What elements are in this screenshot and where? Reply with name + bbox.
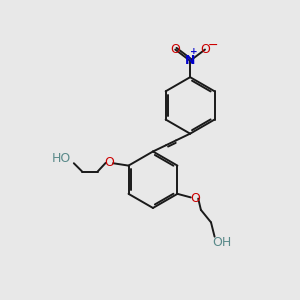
Text: +: + (190, 47, 198, 56)
Text: OH: OH (213, 236, 232, 249)
Text: O: O (200, 43, 210, 56)
Text: O: O (104, 156, 114, 169)
Text: N: N (185, 54, 195, 67)
Text: O: O (190, 192, 200, 205)
Text: −: − (208, 39, 219, 52)
Text: HO: HO (52, 152, 71, 165)
Text: O: O (170, 43, 180, 56)
